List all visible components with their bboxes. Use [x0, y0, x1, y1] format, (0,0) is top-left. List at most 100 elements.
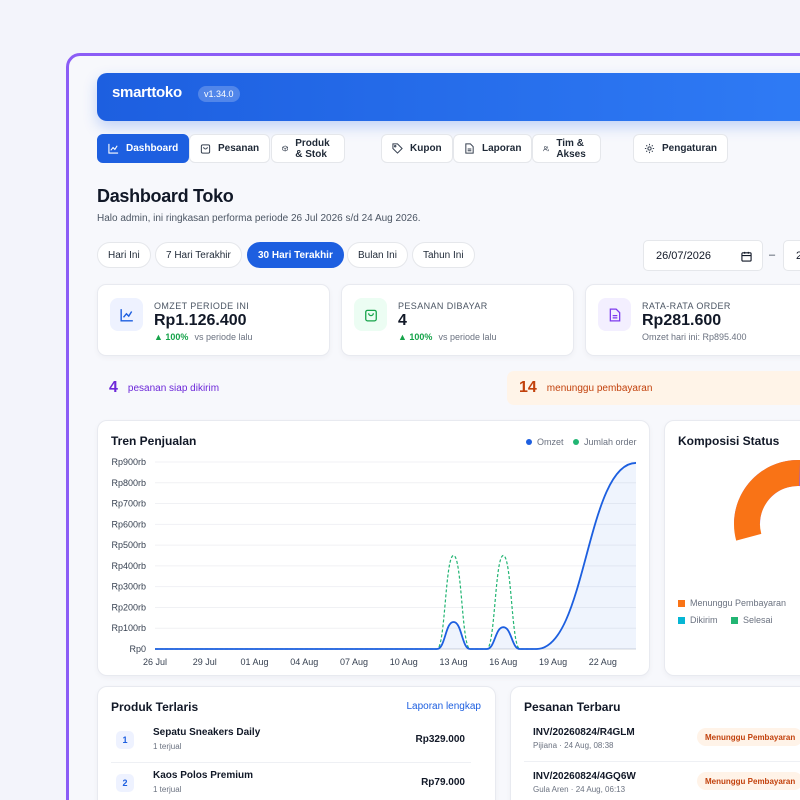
stat-card-pesanan: PESANAN DIBAYAR 4 ▲ 100% vs periode lalu	[341, 284, 574, 356]
alert-menunggu-pembayaran[interactable]: 14 menunggu pembayaran	[507, 371, 800, 405]
series-line-omzet	[155, 462, 637, 650]
range-hari-ini[interactable]: Hari Ini	[97, 242, 151, 268]
date-from-input[interactable]: 26/07/2026	[643, 240, 763, 271]
alert-text: menunggu pembayaran	[546, 382, 653, 394]
document-icon	[609, 308, 620, 321]
top-header: smarttoko v1.34.0	[97, 73, 800, 121]
product-price: Rp79.000	[421, 777, 465, 788]
order-id[interactable]: INV/20260824/R4GLM	[533, 727, 635, 738]
product-row[interactable]: 1 Sepatu Sneakers Daily 1 terjual Rp329.…	[111, 721, 471, 761]
y-tick-label: Rp800rb	[111, 478, 146, 488]
legend-selesai: Selesai	[731, 615, 773, 625]
trend-title: Tren Penjualan	[111, 434, 197, 448]
delta-note: vs periode lalu	[438, 332, 497, 342]
nav-pesanan[interactable]: Pesanan	[189, 134, 271, 163]
page-subtitle: Halo admin, ini ringkasan performa perio…	[97, 213, 421, 224]
stat-icon-wrap	[110, 298, 143, 331]
alert-siap-dikirim[interactable]: 4 pesanan siap dikirim	[97, 371, 502, 405]
calendar-icon[interactable]	[741, 251, 752, 262]
page-title: Dashboard Toko	[97, 186, 234, 206]
y-tick-label: Rp500rb	[111, 540, 146, 550]
nav-produk-stok[interactable]: Produk & Stok	[271, 134, 346, 163]
laporan-lengkap-link[interactable]: Laporan lengkap	[406, 701, 481, 712]
nav-tim-akses[interactable]: Tim & Akses	[532, 134, 602, 163]
product-name: Kaos Polos Premium	[153, 770, 254, 781]
range-30-hari[interactable]: 30 Hari Terakhir	[247, 242, 344, 268]
x-tick-label: 22 Aug	[589, 657, 617, 667]
legend-omzet[interactable]: Omzet	[526, 437, 564, 447]
legend-swatch	[731, 616, 738, 624]
stat-label: OMZET PERIODE INI	[154, 301, 250, 311]
y-tick-label: Rp700rb	[111, 499, 146, 509]
product-name: Sepatu Sneakers Daily	[153, 727, 261, 738]
order-id[interactable]: INV/20260824/4GQ6W	[533, 771, 636, 782]
legend-dikirim: Dikirim	[678, 615, 718, 625]
legend-dot	[573, 439, 579, 445]
legend-label: Menunggu Pembayaran	[690, 598, 787, 608]
date-from-value: 26/07/2026	[656, 249, 712, 262]
date-separator: –	[769, 249, 776, 261]
stat-value: Rp281.600	[642, 312, 722, 329]
x-tick-label: 13 Aug	[440, 657, 468, 667]
legend-jumlah-order[interactable]: Jumlah order	[573, 437, 637, 447]
nav-pengaturan[interactable]: Pengaturan	[633, 134, 729, 163]
range-7-hari[interactable]: 7 Hari Terakhir	[155, 242, 242, 268]
trend-card: Tren Penjualan Omzet Jumlah order Rp0 Rp1…	[97, 420, 650, 676]
alert-count: 14	[519, 379, 537, 396]
bag-icon	[364, 309, 377, 321]
donut-chart	[734, 460, 800, 588]
y-tick-label: Rp300rb	[111, 582, 146, 592]
y-tick-label: Rp100rb	[111, 623, 146, 633]
stat-label: RATA-RATA ORDER	[642, 301, 731, 311]
delta-value: ▲ 100%	[398, 332, 433, 342]
nav-label: Produk & Stok	[295, 137, 330, 160]
composition-card: Komposisi Status Menunggu Pembayaran Dik…	[664, 420, 800, 676]
delta-note: vs periode lalu	[194, 332, 253, 342]
x-tick-label: 19 Aug	[539, 657, 567, 667]
donut-segment-menunggu	[734, 460, 800, 588]
legend-swatch	[678, 599, 685, 607]
date-to-input[interactable]: 2	[783, 240, 800, 271]
legend-label: Omzet	[537, 437, 564, 447]
stat-card-rata-rata: RATA-RATA ORDER Rp281.600 Omzet hari ini…	[585, 284, 800, 356]
nav-dashboard[interactable]: Dashboard	[97, 134, 190, 163]
range-tahun-ini[interactable]: Tahun Ini	[412, 242, 475, 268]
document-icon	[465, 143, 474, 154]
legend-swatch	[678, 616, 685, 624]
top-products-card: Produk Terlaris Laporan lengkap 1 Sepatu…	[97, 686, 496, 800]
x-tick-label: 01 Aug	[241, 657, 269, 667]
legend-menunggu-pembayaran: Menunggu Pembayaran	[678, 598, 786, 608]
product-sold: 1 terjual	[153, 742, 182, 751]
nav-label: Kupon	[410, 143, 442, 154]
composition-title: Komposisi Status	[678, 434, 780, 448]
trend-chart: Rp0 Rp100rb Rp200rb Rp300rb Rp400rb Rp500rb Rp…	[111, 457, 637, 667]
delta-value: ▲ 100%	[154, 332, 189, 342]
product-price: Rp329.000	[415, 734, 465, 745]
series-line-jumlah-order	[155, 462, 637, 650]
status-badge: Menunggu Pembayaran	[697, 772, 800, 790]
stat-delta: ▲ 100% vs periode lalu	[398, 332, 496, 342]
omzet-area	[155, 462, 636, 649]
nav-kupon[interactable]: Kupon	[381, 134, 453, 163]
product-row[interactable]: 2 Kaos Polos Premium 1 terjual Rp79.000	[111, 764, 471, 800]
bag-icon	[200, 144, 211, 154]
box-icon	[282, 145, 289, 152]
users-icon	[543, 146, 550, 152]
legend-dot	[526, 439, 532, 445]
top-products-title: Produk Terlaris	[111, 700, 199, 714]
legend-label: Jumlah order	[584, 437, 637, 447]
legend-label: Dikirim	[690, 615, 718, 625]
version-badge: v1.34.0	[198, 86, 240, 102]
tag-icon	[392, 143, 403, 154]
row-divider	[111, 762, 471, 763]
alert-text: pesanan siap dikirim	[127, 382, 220, 394]
stat-label: PESANAN DIBAYAR	[398, 301, 488, 311]
nav-label: Pengaturan	[662, 143, 718, 154]
range-bulan-ini[interactable]: Bulan Ini	[347, 242, 408, 268]
stat-value: 4	[398, 312, 407, 329]
chart-line-icon	[108, 143, 119, 154]
stat-value: Rp1.126.400	[154, 312, 247, 329]
nav-laporan[interactable]: Laporan	[453, 134, 533, 163]
y-tick-label: Rp600rb	[111, 519, 146, 529]
stat-note: Omzet hari ini: Rp895.400	[642, 332, 747, 342]
